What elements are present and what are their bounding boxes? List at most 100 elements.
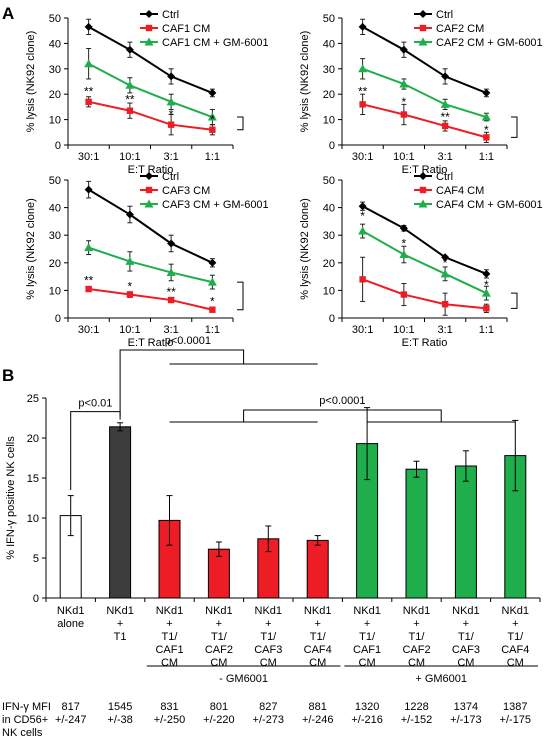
x-category-label: CAF2 — [205, 644, 233, 656]
y-tick-label: 0 — [329, 140, 335, 152]
x-category-label: + — [265, 618, 271, 630]
data-point — [207, 277, 217, 286]
x-tick-label: 30:1 — [78, 151, 99, 163]
x-tick-label: 10:1 — [119, 151, 140, 163]
lysis-chart-3: 0 10 20 30 40 50 30:1 10:1 3:1 1:1 E:T Ratio % lysi… — [25, 171, 269, 349]
x-category-label: CM — [359, 657, 376, 669]
data-point — [125, 80, 135, 89]
y-tick-label: 10 — [49, 285, 61, 297]
x-tick-label: 3:1 — [163, 324, 178, 336]
bar — [454, 465, 477, 599]
series-line — [362, 205, 487, 275]
x-category-label: NKd1 — [304, 605, 332, 617]
y-axis-label: % lysis (NK92 clone) — [25, 198, 37, 299]
data-point — [481, 288, 491, 297]
y-tick-label: 50 — [323, 13, 335, 25]
mfi-sd: +/-175 — [500, 714, 532, 726]
legend-marker — [144, 37, 154, 46]
data-point — [167, 72, 176, 81]
data-point — [441, 301, 449, 308]
series-line — [362, 26, 487, 94]
legend-marker — [144, 199, 154, 208]
legend-marker — [419, 24, 427, 32]
data-point — [399, 79, 409, 88]
series-2 — [84, 240, 217, 290]
mfi-title: IFN-γ MFI — [2, 701, 51, 713]
data-point — [482, 269, 491, 278]
series-1 — [359, 256, 490, 316]
y-tick-label: 0 — [55, 140, 61, 152]
data-point — [167, 296, 175, 304]
legend-label: Ctrl — [436, 9, 453, 21]
y-tick-label: 10 — [27, 513, 39, 525]
data-point — [359, 276, 366, 283]
data-point — [126, 107, 134, 114]
legend-label: Ctrl — [162, 171, 179, 183]
series-0 — [358, 18, 491, 98]
data-point — [483, 305, 490, 312]
mfi-value: 1228 — [404, 701, 428, 713]
significance-mark: ** — [125, 92, 135, 106]
x-category-label: NKd1 — [353, 605, 381, 617]
significance-mark: ** — [84, 274, 94, 288]
series-line — [362, 67, 487, 119]
x-category-label: + — [117, 618, 123, 630]
legend-label: CAF4 CM + GM-6001 — [436, 199, 543, 211]
data-point — [125, 45, 134, 54]
data-point — [440, 269, 450, 278]
y-tick-label: 30 — [49, 230, 61, 242]
y-tick-label: 20 — [27, 433, 39, 445]
y-tick-label: 0 — [55, 313, 61, 325]
data-point — [84, 243, 94, 252]
y-tick-label: 40 — [323, 203, 335, 215]
mfi-sd: +/-246 — [302, 714, 334, 726]
x-category-label: CM — [210, 657, 227, 669]
series-1 — [85, 285, 216, 313]
x-axis-label: E:T Ratio — [402, 337, 448, 349]
mfi-value: 827 — [259, 701, 277, 713]
data-point — [85, 98, 92, 106]
x-category-label: CAF3 — [254, 644, 282, 656]
y-tick-label: 40 — [323, 38, 335, 50]
x-category-label: CAF4 — [501, 644, 529, 656]
x-tick-label: 10:1 — [393, 151, 414, 163]
series-0 — [84, 18, 217, 98]
x-tick-label: 3:1 — [163, 151, 178, 163]
data-point — [441, 253, 450, 262]
legend-marker — [145, 24, 153, 32]
significance-mark: * — [402, 236, 407, 250]
significance-mark: ** — [84, 85, 94, 99]
x-tick-label: 1:1 — [479, 324, 494, 336]
mfi-value: 1320 — [355, 701, 379, 713]
y-tick-label: 30 — [323, 230, 335, 242]
bar — [109, 426, 132, 599]
lysis-chart-4: 0 10 20 30 40 50 30:1 10:1 3:1 1:1 E:T Ratio % lysi… — [299, 171, 543, 349]
x-category-label: NKd1 — [205, 605, 233, 617]
x-tick-label: 3:1 — [437, 324, 452, 336]
x-category-label: T1/ — [310, 631, 327, 643]
lysis-chart-2: 0 10 20 30 40 50 30:1 10:1 3:1 1:1 E:T Ratio % lysi… — [299, 9, 543, 176]
x-category-label: + — [413, 618, 419, 630]
x-category-label: + — [364, 618, 370, 630]
y-tick-label: 20 — [323, 89, 335, 101]
x-tick-label: 10:1 — [119, 324, 140, 336]
x-category-label: CM — [161, 657, 178, 669]
mfi-value: 1374 — [454, 701, 478, 713]
x-category-label: T1/ — [162, 631, 179, 643]
y-tick-label: 20 — [49, 258, 61, 270]
significance-label: p<0.0001 — [165, 335, 211, 347]
legend-label: CAF3 CM — [162, 185, 210, 197]
x-tick-label: 1:1 — [205, 151, 220, 163]
x-category-label: CM — [408, 657, 425, 669]
series-line — [362, 230, 487, 295]
x-category-label: CAF2 — [402, 644, 430, 656]
data-point — [207, 112, 217, 121]
x-axis-label: E:T Ratio — [402, 164, 448, 176]
significance-mark: * — [210, 294, 215, 308]
data-point — [359, 101, 366, 108]
bar — [306, 539, 329, 599]
x-category-label: + — [512, 618, 518, 630]
y-tick-label: 50 — [49, 13, 61, 25]
mfi-sd: +/-173 — [450, 714, 482, 726]
